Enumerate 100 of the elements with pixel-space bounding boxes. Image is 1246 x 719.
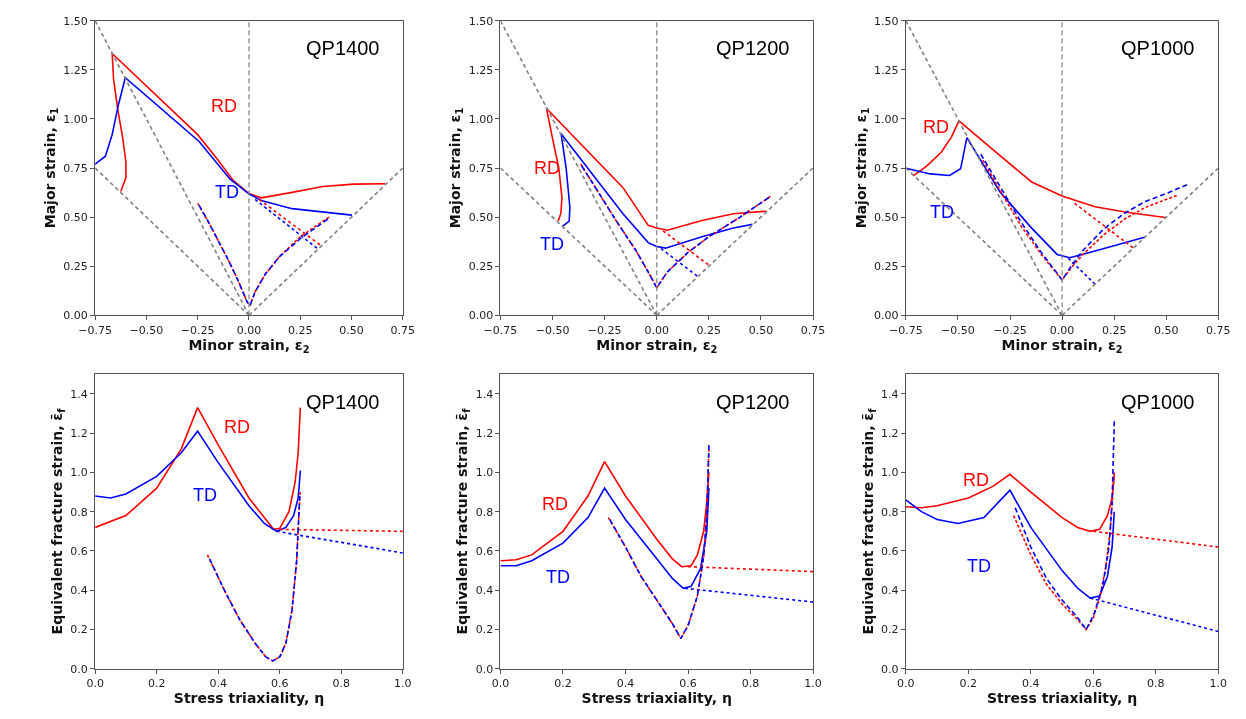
x-tick-label: 0.25	[288, 323, 313, 337]
y-tick-label: 0.50	[468, 210, 494, 224]
y-tick-label: 0.8	[881, 505, 899, 519]
x-tick-label: −0.50	[535, 323, 570, 337]
y-tick-label: 0.2	[475, 623, 494, 637]
y-tick-label: 1.50	[468, 14, 494, 28]
y-tick-label: 1.25	[468, 63, 494, 77]
x-tick-label: 0.25	[1101, 323, 1127, 337]
y-tick-label: 1.2	[70, 426, 88, 440]
y-tick-label: 1.4	[475, 387, 494, 401]
y-tick-label: 1.2	[881, 426, 899, 440]
annotation: RD	[224, 417, 250, 437]
x-tick-label: 0.8	[1147, 677, 1165, 691]
annotation: TD	[193, 485, 217, 505]
annotation: TD	[540, 234, 564, 254]
y-tick-label: 0.00	[874, 309, 899, 323]
x-tick-label: 0.2	[554, 677, 572, 691]
x-tick-label: 0.00	[644, 323, 670, 337]
annotation: TD	[967, 556, 991, 576]
text: QP1400	[306, 391, 380, 413]
text: QP1200	[716, 391, 790, 413]
y-tick-label: 1.00	[874, 112, 899, 126]
y-tick-label: 1.25	[874, 63, 899, 77]
y-tick-label: 0.4	[475, 584, 494, 598]
y-tick-label: 0.00	[468, 309, 494, 323]
x-tick-label: 0.0	[86, 677, 104, 691]
y-tick-label: 0.75	[874, 161, 899, 175]
x-tick-label: −0.50	[129, 323, 164, 337]
x-tick-label: −0.75	[888, 323, 923, 337]
x-tick-label: 0.50	[748, 323, 774, 337]
y-tick-label: 1.0	[475, 466, 494, 480]
x-tick-label: −0.75	[483, 323, 518, 337]
x-tick-label: 0.50	[339, 323, 364, 337]
x-tick-label: 0.6	[679, 677, 697, 691]
x-tick-label: 0.0	[897, 677, 915, 691]
x-tick-label: 0.2	[959, 677, 978, 691]
x-axis-title: Minor strain, ε$_{2}$	[188, 336, 310, 355]
annotation: TD	[930, 202, 954, 222]
x-tick-label: 0.75	[390, 323, 416, 337]
x-tick-label: 0.25	[696, 323, 722, 337]
y-tick-label: 0.0	[475, 662, 494, 676]
y-tick-label: 0.6	[881, 544, 899, 558]
y-tick-label: 1.50	[874, 14, 899, 28]
x-tick-label: 0.00	[236, 323, 262, 337]
y-tick-label: 0.4	[70, 584, 88, 598]
y-tick-label: 1.4	[881, 387, 899, 401]
y-tick-label: 0.0	[70, 662, 88, 676]
y-tick-label: 0.25	[874, 260, 899, 274]
y-tick-label: 0.8	[475, 505, 494, 519]
x-tick-label: −0.25	[180, 323, 215, 337]
annotation: TD	[546, 567, 570, 587]
y-tick-label: 1.0	[70, 466, 88, 480]
y-tick-label: 0.00	[63, 309, 88, 323]
y-tick-label: 0.50	[63, 210, 88, 224]
x-axis-title: Stress triaxiality, η	[173, 690, 325, 707]
text: QP1000	[1121, 37, 1195, 59]
y-tick-label: 0.8	[70, 505, 88, 519]
text: QP1000	[1121, 391, 1195, 413]
y-tick-label: 1.25	[63, 63, 88, 77]
annotation: RD	[534, 158, 560, 178]
x-tick-label: 0.75	[1206, 323, 1231, 337]
y-tick-label: 1.00	[468, 112, 494, 126]
y-tick-label: 0.6	[475, 544, 494, 558]
y-tick-label: 1.2	[475, 426, 494, 440]
y-tick-label: 0.4	[881, 584, 899, 598]
y-tick-label: 0.25	[468, 260, 494, 274]
y-tick-label: 1.4	[70, 387, 88, 401]
x-tick-label: 0.6	[270, 677, 289, 691]
x-axis-title: Stress triaxiality, η	[581, 690, 732, 707]
y-tick-label: 1.00	[63, 112, 88, 126]
y-tick-label: 1.50	[63, 14, 88, 28]
x-tick-label: 0.0	[491, 677, 510, 691]
y-tick-label: 0.75	[468, 161, 494, 175]
annotation: TD	[215, 182, 239, 202]
y-tick-label: 0.2	[70, 623, 88, 637]
y-tick-label: 0.6	[70, 544, 88, 558]
x-axis-title: Stress triaxiality, η	[986, 690, 1138, 707]
x-tick-label: 0.8	[741, 677, 760, 691]
x-tick-label: 1.0	[394, 677, 412, 691]
text: QP1400	[306, 37, 380, 59]
x-tick-label: 0.8	[332, 677, 351, 691]
y-tick-label: 1.0	[881, 466, 899, 480]
x-tick-label: 0.4	[1022, 677, 1040, 691]
x-tick-label: 0.00	[1049, 323, 1075, 337]
x-tick-label: 0.4	[209, 677, 227, 691]
text: QP1200	[716, 37, 790, 59]
x-tick-label: 0.75	[800, 323, 826, 337]
annotation: RD	[211, 96, 237, 116]
x-tick-label: −0.50	[941, 323, 975, 337]
y-tick-label: 0.50	[874, 210, 899, 224]
y-tick-label: 0.75	[63, 161, 88, 175]
x-axis-title: Minor strain, ε$_{2}$	[1001, 336, 1123, 355]
x-tick-label: −0.75	[78, 323, 112, 337]
x-tick-label: −0.25	[993, 323, 1027, 337]
x-tick-label: −0.25	[587, 323, 622, 337]
y-tick-label: 0.0	[881, 662, 899, 676]
annotation: RD	[542, 494, 568, 514]
y-tick-label: 0.2	[881, 623, 899, 637]
annotation: RD	[963, 470, 989, 490]
x-tick-label: 1.0	[804, 677, 822, 691]
